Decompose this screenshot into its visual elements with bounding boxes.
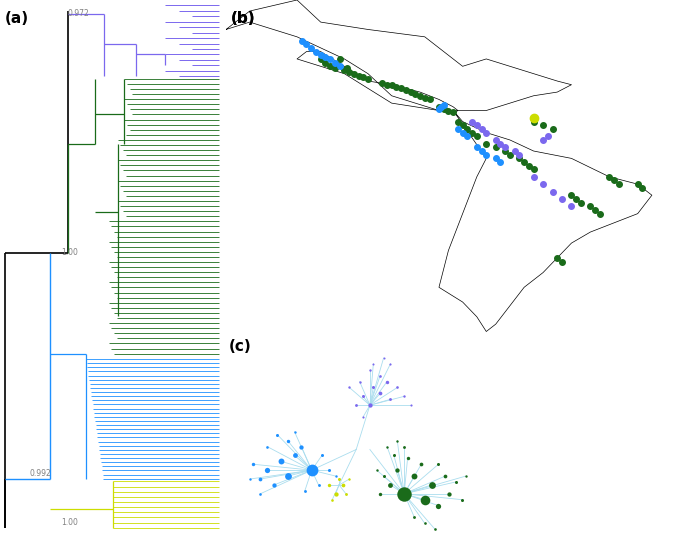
Point xyxy=(269,480,279,489)
Point xyxy=(399,392,410,401)
Point xyxy=(351,401,362,410)
Point xyxy=(282,472,293,480)
Point xyxy=(382,377,393,386)
Point xyxy=(330,472,341,480)
Point xyxy=(368,383,379,392)
Point xyxy=(375,490,386,498)
Point xyxy=(382,442,393,451)
Point xyxy=(289,451,300,460)
Point xyxy=(245,475,256,484)
Point xyxy=(378,472,389,480)
Point xyxy=(392,436,403,445)
Text: (b): (b) xyxy=(231,10,256,26)
Point xyxy=(392,466,403,474)
Point xyxy=(419,496,430,504)
Point xyxy=(255,490,266,498)
Point xyxy=(262,442,273,451)
Point xyxy=(388,451,399,460)
Point xyxy=(426,480,437,489)
Text: 0.992: 0.992 xyxy=(29,469,51,478)
Point xyxy=(299,486,310,495)
Point xyxy=(460,472,471,480)
Point xyxy=(399,442,410,451)
Point xyxy=(262,466,273,474)
Point xyxy=(296,442,307,451)
Point xyxy=(255,475,266,484)
Point xyxy=(419,519,430,528)
Point xyxy=(406,401,416,410)
Point xyxy=(313,480,324,489)
Text: (a): (a) xyxy=(5,11,29,26)
Point xyxy=(340,490,351,498)
Point xyxy=(248,460,259,468)
Point xyxy=(289,428,300,436)
Point xyxy=(334,475,345,484)
Point xyxy=(375,372,386,380)
Point xyxy=(323,480,334,489)
Text: (b): (b) xyxy=(231,10,256,26)
Point xyxy=(375,389,386,398)
Point xyxy=(344,475,355,484)
Point xyxy=(409,513,420,522)
Point xyxy=(433,460,444,468)
Point xyxy=(358,392,369,401)
Point xyxy=(344,383,355,392)
Point xyxy=(433,501,444,510)
Point xyxy=(316,451,327,460)
Point xyxy=(409,472,420,480)
Point xyxy=(385,480,396,489)
Point xyxy=(364,401,375,410)
Point xyxy=(457,496,468,504)
Point xyxy=(399,490,410,498)
Point xyxy=(330,490,341,498)
Text: 1.00: 1.00 xyxy=(61,249,78,257)
Point xyxy=(368,360,379,368)
Point xyxy=(385,360,396,368)
Point xyxy=(282,436,293,445)
Text: 0.972: 0.972 xyxy=(68,9,90,18)
Point xyxy=(364,366,375,374)
Point xyxy=(323,466,334,474)
Point xyxy=(450,478,461,486)
Point xyxy=(385,395,396,404)
Point xyxy=(378,354,389,362)
Point xyxy=(440,472,451,480)
Point xyxy=(429,525,440,534)
Point xyxy=(392,383,403,392)
Point xyxy=(306,466,317,474)
Point xyxy=(354,377,365,386)
Point xyxy=(272,430,283,439)
Point xyxy=(371,466,382,474)
Point xyxy=(275,457,286,466)
Text: 1.00: 1.00 xyxy=(61,518,78,527)
Point xyxy=(416,460,427,468)
Point xyxy=(443,490,454,498)
Point xyxy=(337,480,348,489)
Text: (c): (c) xyxy=(229,339,251,354)
Point xyxy=(327,496,338,504)
Point xyxy=(402,454,413,463)
Point xyxy=(358,413,369,422)
